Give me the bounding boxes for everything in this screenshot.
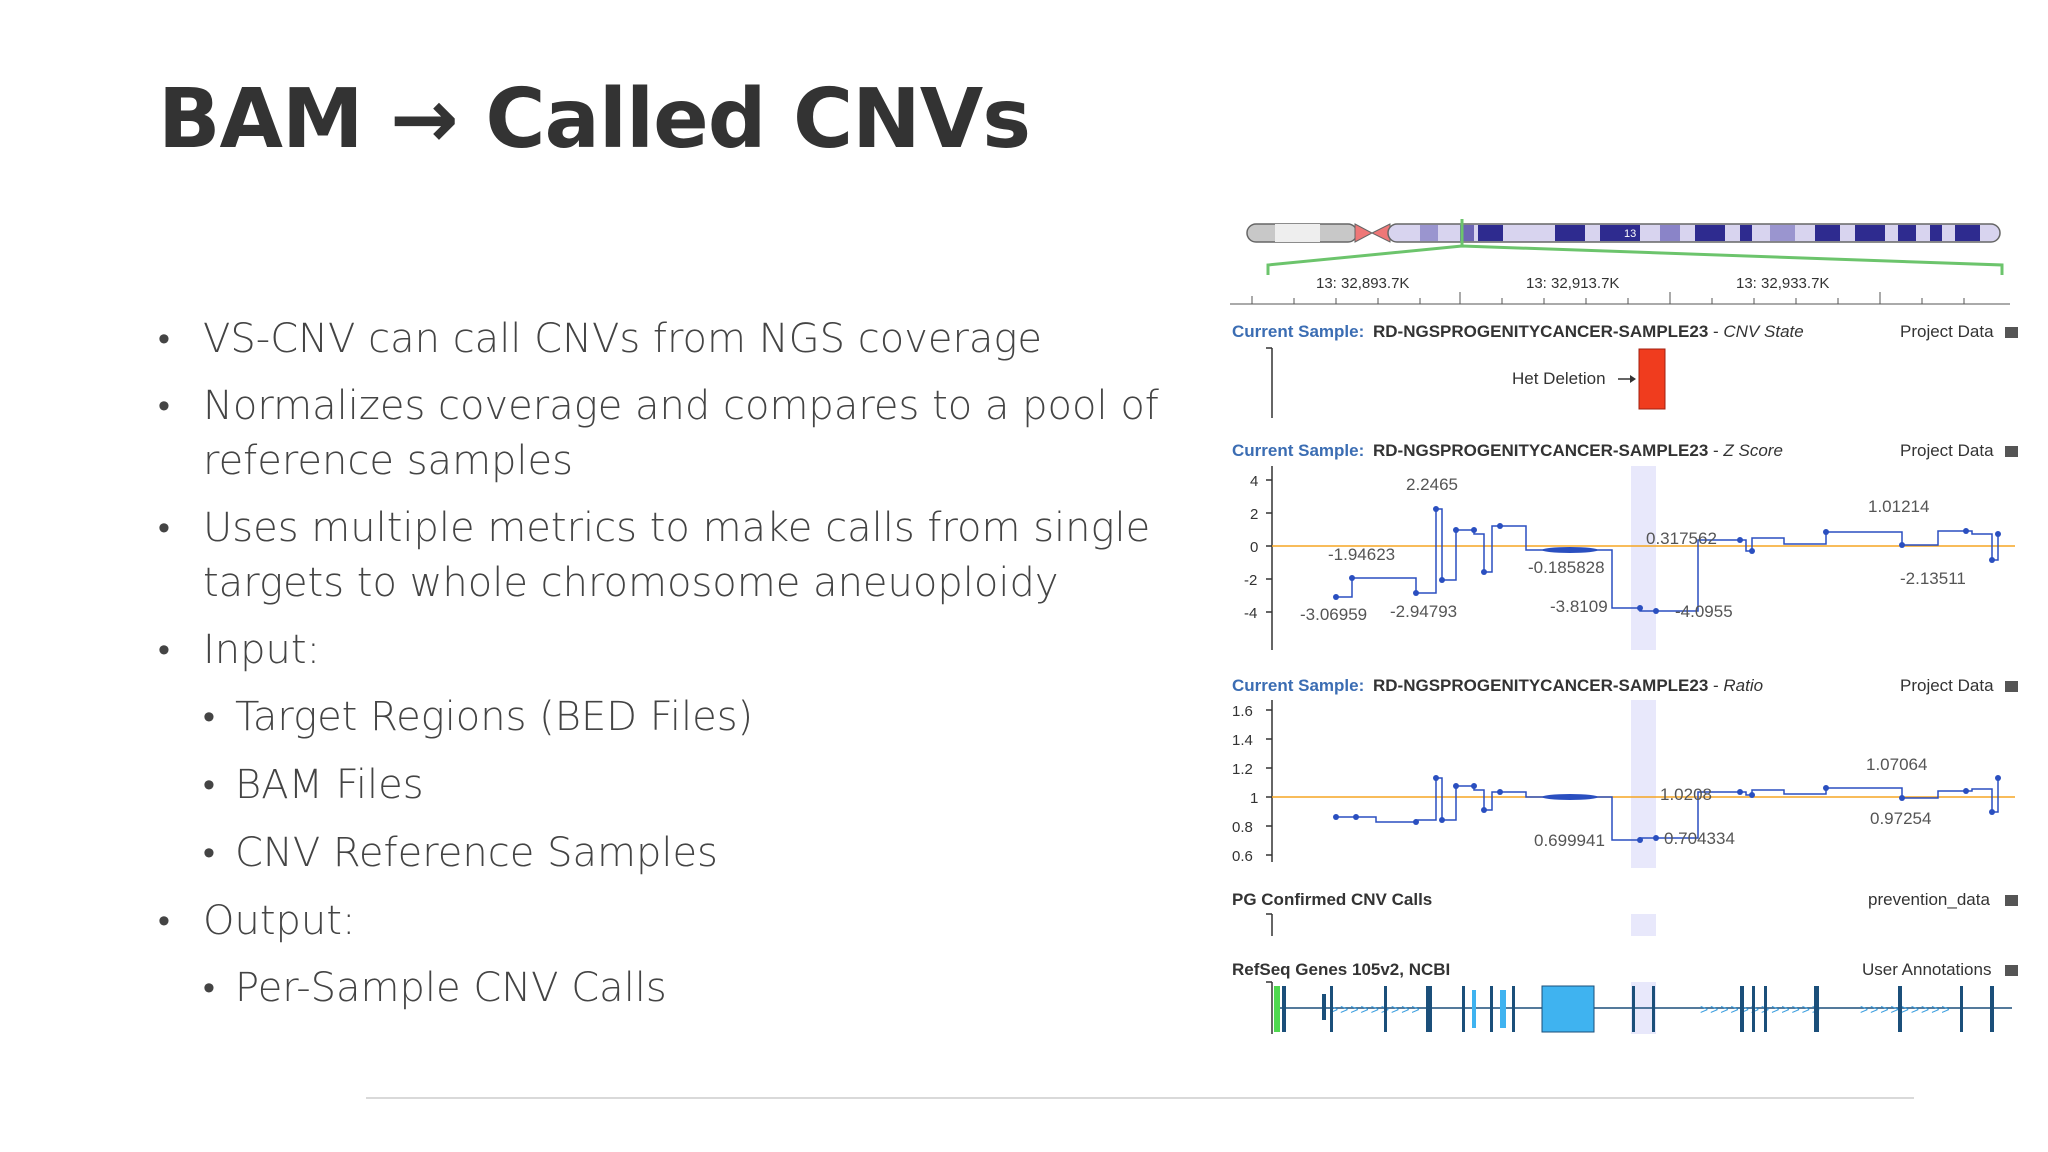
y-tick-label: 1.2 — [1232, 761, 1253, 778]
data-label: 1.07064 — [1866, 755, 1927, 774]
folder-icon[interactable] — [2005, 327, 2021, 338]
data-label: 0.97254 — [1870, 809, 1931, 828]
zoom-indicator — [1266, 219, 2004, 275]
cnv-state-track: Current Sample: RD-NGSPROGENITYCANCER-SA… — [1232, 322, 2021, 418]
y-tick-label: -4 — [1244, 605, 1257, 622]
bullet-list: VS-CNV can call CNVs from NGS coverage N… — [158, 312, 1178, 1029]
data-label: 0.317562 — [1646, 529, 1717, 548]
bullet-item: Uses multiple metrics to make calls from… — [158, 501, 1178, 611]
track-source: User Annotations — [1862, 960, 1991, 979]
ratio-track: Current Sample: RD-NGSPROGENITYCANCER-SA… — [1232, 676, 2021, 868]
bullet-item: Input: — [158, 623, 1178, 678]
footer-divider — [366, 1097, 1914, 1099]
track-header: Current Sample: RD-NGSPROGENITYCANCER-SA… — [1232, 441, 1783, 460]
gene-exons[interactable] — [1274, 985, 1994, 1033]
data-label: -3.06959 — [1300, 605, 1367, 624]
selection-highlight — [1631, 466, 1656, 650]
data-label: 0.699941 — [1534, 831, 1605, 850]
track-header: Current Sample: RD-NGSPROGENITYCANCER-SA… — [1232, 322, 1804, 341]
ratio-points — [1333, 775, 2001, 843]
track-header: PG Confirmed CNV Calls — [1232, 890, 1432, 909]
y-tick-label: 1 — [1250, 790, 1258, 807]
ruler-label: 13: 32,933.7K — [1736, 275, 1829, 292]
track-source: Project Data — [1900, 441, 1994, 460]
track-source: prevention_data — [1868, 890, 1990, 909]
genome-browser-screenshot: 13 13: 32,893.7K 13: 32,913.7K 13: 32,93… — [1218, 208, 2021, 1048]
y-tick-label: 1.6 — [1232, 703, 1253, 720]
track-header: RefSeq Genes 105v2, NCBI — [1232, 960, 1450, 979]
sub-bullet-item: BAM Files — [203, 758, 1178, 813]
data-label: 1.0208 — [1660, 785, 1712, 804]
chromosome-ideogram: 13 — [1246, 223, 2001, 243]
het-deletion-bar[interactable] — [1638, 348, 1666, 410]
bullet-item: Normalizes coverage and compares to a po… — [158, 379, 1178, 489]
folder-icon[interactable] — [2005, 446, 2021, 457]
zscore-track: Current Sample: RD-NGSPROGENITYCANCER-SA… — [1232, 441, 2021, 650]
track-header: Current Sample: RD-NGSPROGENITYCANCER-SA… — [1232, 676, 1763, 695]
y-tick-label: 0.8 — [1232, 819, 1253, 836]
strand-arrows: >>>>>>>>> — [1330, 1001, 1422, 1017]
folder-icon[interactable] — [2005, 895, 2021, 906]
y-tick-label: -2 — [1244, 572, 1257, 589]
bullet-item: VS-CNV can call CNVs from NGS coverage — [158, 312, 1178, 367]
data-label: -1.94623 — [1328, 545, 1395, 564]
y-tick-label: 2 — [1250, 506, 1258, 523]
confirmed-calls-track: PG Confirmed CNV Calls prevention_data — [1232, 890, 2021, 936]
sub-bullet-item: Per-Sample CNV Calls — [203, 961, 1178, 1016]
data-label: -3.8109 — [1550, 597, 1608, 616]
data-label: 0.704334 — [1664, 829, 1735, 848]
refseq-genes-track: RefSeq Genes 105v2, NCBI User Annotation… — [1232, 960, 2021, 1034]
folder-icon[interactable] — [2005, 681, 2021, 692]
data-label: 2.2465 — [1406, 475, 1458, 494]
y-tick-label: 0 — [1250, 539, 1258, 556]
y-tick-label: 1.4 — [1232, 732, 1253, 749]
bullet-item: Output: — [158, 894, 1178, 949]
zscore-trace — [1336, 508, 1999, 612]
track-source: Project Data — [1900, 676, 1994, 695]
sub-bullet-item: CNV Reference Samples — [203, 826, 1178, 881]
chromosome-label: 13 — [1624, 228, 1636, 240]
ruler-label: 13: 32,913.7K — [1526, 275, 1619, 292]
coordinate-ruler: 13: 32,893.7K 13: 32,913.7K 13: 32,933.7… — [1230, 275, 2010, 305]
slide-title: BAM → Called CNVs — [158, 72, 1031, 167]
data-label: -0.185828 — [1528, 558, 1605, 577]
selection-highlight — [1631, 700, 1656, 868]
data-label: 1.01214 — [1868, 497, 1929, 516]
y-tick-label: 4 — [1250, 473, 1258, 490]
data-label: -4.0955 — [1675, 602, 1733, 621]
svg-text:>>>>>>>>>>>>: >>>>>>>>>>>> — [1700, 1001, 1822, 1017]
track-source: Project Data — [1900, 322, 1994, 341]
data-label: -2.94793 — [1390, 602, 1457, 621]
zscore-points — [1333, 506, 2001, 614]
y-tick-label: 0.6 — [1232, 848, 1253, 865]
svg-text:>>>>>>>>>: >>>>>>>>> — [1860, 1001, 1952, 1017]
folder-icon[interactable] — [2005, 965, 2021, 976]
ruler-label: 13: 32,893.7K — [1316, 275, 1409, 292]
data-label: -2.13511 — [1900, 569, 1966, 588]
cnv-event-label: Het Deletion — [1512, 369, 1606, 388]
sub-bullet-item: Target Regions (BED Files) — [203, 690, 1178, 745]
